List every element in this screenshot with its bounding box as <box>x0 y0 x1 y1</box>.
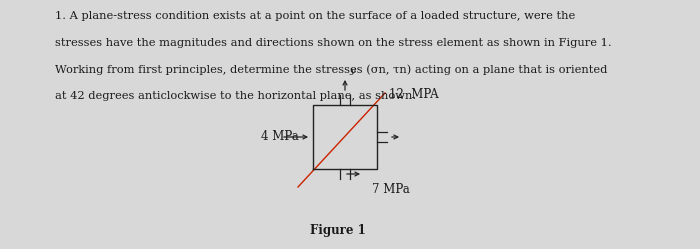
Text: at 42 degrees anticlockwise to the horizontal plane, as shown.: at 42 degrees anticlockwise to the horiz… <box>55 90 416 101</box>
Text: 12  MPA: 12 MPA <box>389 88 439 102</box>
Text: stresses have the magnitudes and directions shown on the stress element as shown: stresses have the magnitudes and directi… <box>55 38 612 48</box>
Text: y: y <box>349 66 355 75</box>
Text: Working from first principles, determine the stresses (σn, τn) acting on a plane: Working from first principles, determine… <box>55 64 608 74</box>
Text: Figure 1: Figure 1 <box>310 224 365 237</box>
Text: 1. A plane-stress condition exists at a point on the surface of a loaded structu: 1. A plane-stress condition exists at a … <box>55 11 575 21</box>
Text: 4 MPa: 4 MPa <box>261 130 299 143</box>
Text: 7 MPa: 7 MPa <box>372 183 410 196</box>
